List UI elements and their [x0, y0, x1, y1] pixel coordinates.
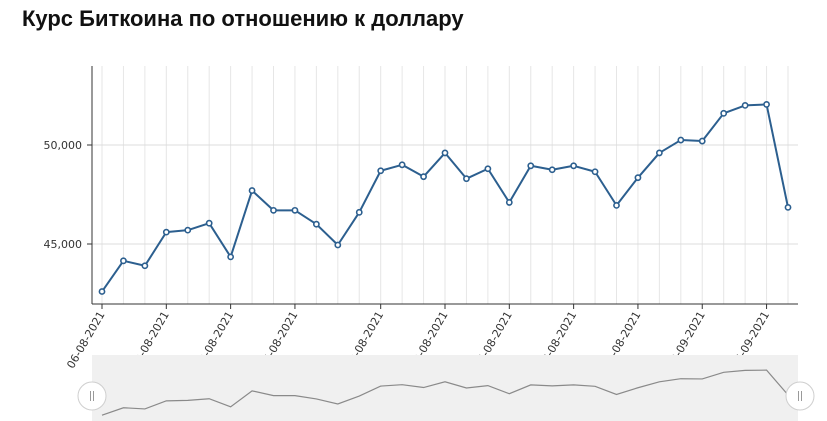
- data-point: [655, 149, 663, 157]
- data-point: [741, 102, 749, 109]
- navigator-background: [92, 355, 798, 421]
- data-point: [420, 173, 427, 181]
- data-point: [334, 241, 342, 249]
- data-point: [548, 166, 556, 174]
- pause-bars-icon: [798, 391, 802, 401]
- data-point: [698, 137, 706, 145]
- navigator-handle-right[interactable]: [785, 381, 815, 411]
- data-point: [291, 206, 299, 214]
- data-point: [570, 162, 578, 170]
- data-point: [270, 206, 277, 214]
- data-point: [227, 253, 235, 261]
- data-point: [141, 262, 149, 270]
- range-navigator[interactable]: [77, 355, 815, 421]
- pause-bars-icon: [90, 391, 94, 401]
- grid-lines: [92, 66, 798, 304]
- data-point: [377, 167, 385, 175]
- data-point: [463, 175, 470, 183]
- data-point: [162, 228, 170, 236]
- y-tick-label: 45,000: [44, 238, 83, 251]
- data-point: [205, 219, 213, 227]
- data-point: [355, 208, 363, 216]
- chart-title: Курс Биткоина по отношению к доллару: [22, 6, 464, 31]
- y-axis-ticks: 45,000 50,000: [44, 139, 92, 251]
- data-point: [441, 149, 449, 157]
- data-point: [312, 220, 320, 228]
- data-point: [720, 109, 728, 117]
- data-point: [784, 203, 792, 211]
- navigator-line: [101, 369, 789, 416]
- data-point: [248, 187, 256, 194]
- data-point: [677, 136, 685, 144]
- data-point: [184, 226, 192, 234]
- data-point: [613, 201, 620, 209]
- data-point: [634, 174, 642, 182]
- data-point: [120, 257, 127, 265]
- handle-circle[interactable]: [785, 381, 815, 411]
- data-point: [505, 199, 513, 206]
- handle-circle[interactable]: [77, 381, 107, 411]
- series-btc-usd: [98, 101, 792, 295]
- data-point: [763, 101, 770, 108]
- data-point: [591, 168, 599, 176]
- data-point: [484, 165, 492, 173]
- navigator-handle-left[interactable]: [77, 381, 107, 411]
- data-point: [527, 162, 535, 170]
- data-point: [98, 288, 106, 295]
- y-tick-label: 50,000: [44, 139, 83, 152]
- data-point: [398, 161, 406, 169]
